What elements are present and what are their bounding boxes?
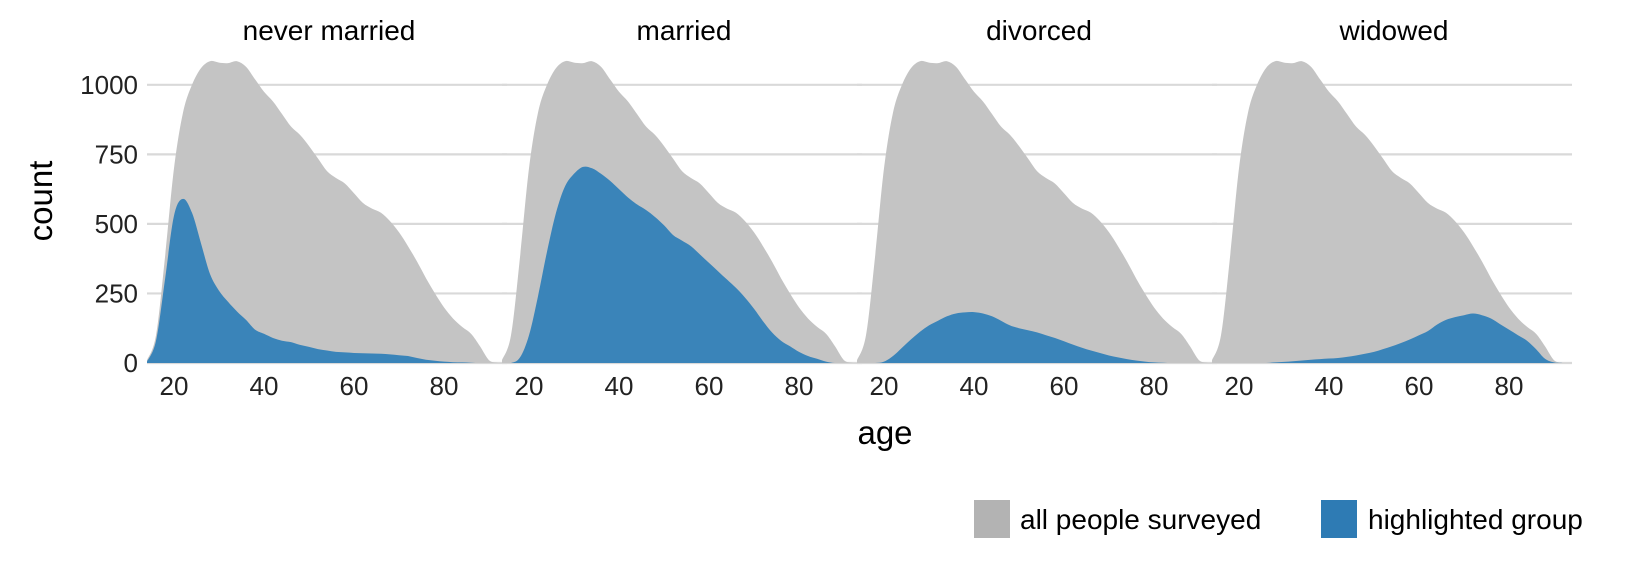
y-tick-label: 750 bbox=[95, 139, 138, 169]
y-axis-title: count bbox=[22, 161, 59, 242]
legend-item: all people surveyed bbox=[974, 500, 1261, 538]
x-tick-label: 60 bbox=[695, 371, 724, 401]
y-tick-label: 0 bbox=[124, 348, 138, 378]
facet-title: divorced bbox=[986, 15, 1092, 46]
x-tick-label: 20 bbox=[1225, 371, 1254, 401]
area-all-people bbox=[1212, 60, 1563, 364]
legend-label: highlighted group bbox=[1368, 504, 1583, 535]
y-axis: 0 250 500 750 1000 bbox=[80, 70, 138, 378]
x-tick-label: 60 bbox=[1405, 371, 1434, 401]
legend-swatch bbox=[1321, 500, 1357, 538]
legend-label: all people surveyed bbox=[1020, 504, 1261, 535]
area-all-people bbox=[147, 60, 498, 364]
area-highlighted-group bbox=[857, 312, 1208, 363]
y-tick-label: 500 bbox=[95, 209, 138, 239]
facet-panel: widowed 20 40 60 80 bbox=[1212, 15, 1572, 401]
x-tick-label: 40 bbox=[1315, 371, 1344, 401]
legend-item: highlighted group bbox=[1321, 500, 1583, 538]
legend-swatch bbox=[974, 500, 1010, 538]
x-tick-label: 20 bbox=[870, 371, 899, 401]
facet-panel: never married 20 40 60 80 bbox=[147, 15, 507, 401]
x-tick-label: 20 bbox=[160, 371, 189, 401]
x-tick-label: 40 bbox=[605, 371, 634, 401]
x-tick-label: 40 bbox=[960, 371, 989, 401]
x-tick-label: 80 bbox=[430, 371, 459, 401]
facet-title: married bbox=[637, 15, 732, 46]
x-axis-title: age bbox=[857, 414, 912, 451]
x-tick-label: 60 bbox=[1050, 371, 1079, 401]
legend: all people surveyed highlighted group bbox=[974, 500, 1583, 538]
facet-panel: married 20 40 60 80 bbox=[502, 15, 862, 401]
area-all-people bbox=[857, 60, 1208, 364]
x-tick-label: 40 bbox=[250, 371, 279, 401]
area-highlighted-group bbox=[147, 198, 498, 363]
x-tick-label: 20 bbox=[515, 371, 544, 401]
area-highlighted-group bbox=[502, 166, 853, 363]
x-tick-label: 60 bbox=[340, 371, 369, 401]
x-tick-label: 80 bbox=[1140, 371, 1169, 401]
facet-panel: divorced 20 40 60 80 bbox=[857, 15, 1217, 401]
x-tick-label: 80 bbox=[785, 371, 814, 401]
y-tick-label: 1000 bbox=[80, 70, 138, 100]
y-tick-label: 250 bbox=[95, 278, 138, 308]
facet-title: never married bbox=[243, 15, 416, 46]
area-highlighted-group bbox=[1212, 313, 1563, 363]
facet-title: widowed bbox=[1339, 15, 1449, 46]
x-tick-label: 80 bbox=[1495, 371, 1524, 401]
